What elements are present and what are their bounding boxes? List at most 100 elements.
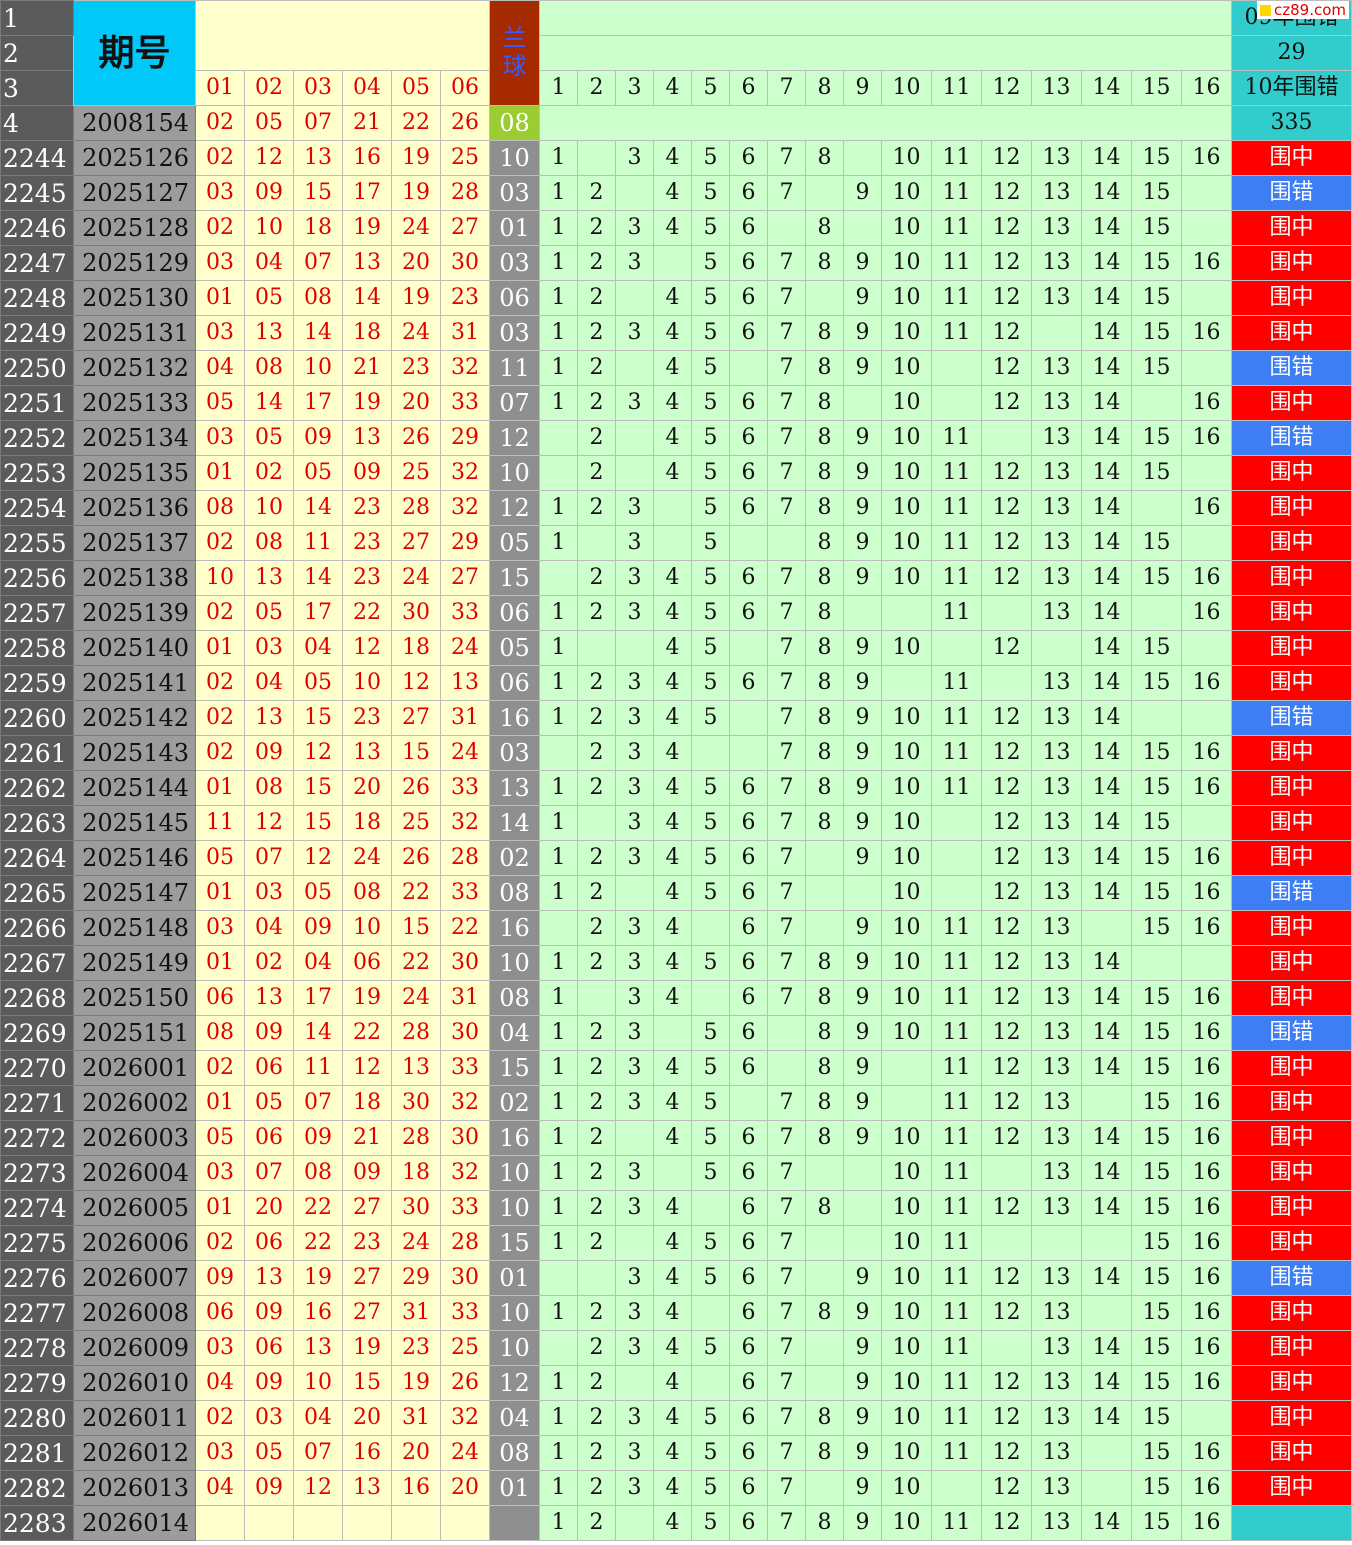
cover-cell[interactable]: 3 [615,595,654,631]
cover-cell[interactable]: 6 [729,560,768,596]
cover-cell[interactable]: 11 [931,1015,982,1051]
cover-cell[interactable]: 5 [691,945,730,981]
cover-cell[interactable]: 2 [577,1120,616,1156]
cover-cell[interactable]: 1 [539,1295,578,1331]
cover-cell[interactable]: 12 [981,245,1032,281]
cover-cell[interactable]: 13 [1031,1015,1082,1051]
blue-ball-cell[interactable]: 10 [489,1330,540,1366]
stat-09-value[interactable]: 29 [1231,35,1352,71]
cover-cell[interactable]: 12 [981,490,1032,526]
red-ball-cell[interactable]: 01 [195,770,245,806]
row-number[interactable]: 1 [0,0,74,36]
red-ball-cell[interactable]: 15 [293,770,343,806]
cover-cell[interactable]: 6 [729,595,768,631]
row-number[interactable]: 2259 [0,665,74,701]
red-ball-cell[interactable]: 05 [244,1085,294,1121]
cover-cell[interactable]: 10 [881,1015,932,1051]
cover-cell[interactable]: 3 [615,490,654,526]
cover-cell[interactable]: 11 [931,175,982,211]
cover-cell[interactable] [539,910,578,946]
red-ball-cell[interactable]: 14 [342,280,392,316]
cover-cell[interactable] [1181,805,1232,841]
cover-cell[interactable] [981,1225,1032,1261]
blue-ball-cell[interactable]: 03 [489,245,540,281]
cover-cell[interactable]: 1 [539,805,578,841]
cover-cell[interactable]: 15 [1131,1330,1182,1366]
cover-cell[interactable]: 12 [981,560,1032,596]
cover-cell[interactable]: 1 [539,245,578,281]
cover-cell[interactable]: 7 [767,420,806,456]
red-ball-cell[interactable]: 12 [342,630,392,666]
cover-cell[interactable]: 1 [539,1190,578,1226]
cover-cell[interactable]: 10 [881,1400,932,1436]
result-badge[interactable]: 围中 [1231,1120,1352,1156]
cover-cell[interactable]: 5 [691,140,730,176]
cover-cell[interactable]: 4 [653,945,692,981]
cover-cell[interactable]: 5 [691,1260,730,1296]
red-ball-cell[interactable]: 24 [391,210,441,246]
red-ball-cell[interactable]: 09 [244,175,294,211]
cover-cell[interactable]: 15 [1131,665,1182,701]
cover-column-header[interactable]: 8 [805,70,844,106]
cover-cell[interactable]: 5 [691,770,730,806]
red-ball-cell[interactable]: 22 [293,1225,343,1261]
cover-cell[interactable]: 14 [1081,840,1132,876]
cover-cell[interactable]: 2 [577,910,616,946]
cover-cell[interactable]: 8 [805,595,844,631]
red-ball-cell[interactable]: 02 [195,595,245,631]
cover-cell[interactable]: 6 [729,665,768,701]
cover-cell[interactable]: 9 [843,490,882,526]
cover-cell[interactable] [767,1015,806,1051]
red-ball-cell[interactable]: 09 [244,1015,294,1051]
cover-cell[interactable]: 13 [1031,910,1082,946]
cover-cell[interactable]: 2 [577,245,616,281]
cover-cell[interactable]: 7 [767,1435,806,1471]
cover-cell[interactable] [881,1050,932,1086]
cover-cell[interactable]: 12 [981,455,1032,491]
cover-cell[interactable]: 3 [615,980,654,1016]
cover-cell[interactable] [1131,945,1182,981]
cover-cell[interactable]: 10 [881,210,932,246]
cover-cell[interactable]: 2 [577,945,616,981]
blue-ball-cell[interactable]: 01 [489,1470,540,1506]
cover-cell[interactable]: 14 [1081,665,1132,701]
red-ball-cell[interactable]: 24 [391,980,441,1016]
cover-cell[interactable]: 8 [805,805,844,841]
cover-cell[interactable]: 4 [653,1050,692,1086]
red-ball-cell[interactable]: 33 [440,595,490,631]
row-number[interactable]: 2247 [0,245,74,281]
red-ball-cell[interactable]: 19 [342,980,392,1016]
cover-cell[interactable]: 13 [1031,455,1082,491]
red-ball-cell[interactable]: 26 [440,105,490,141]
cover-cell[interactable]: 8 [805,735,844,771]
row-number[interactable]: 2257 [0,595,74,631]
blue-ball-cell[interactable]: 02 [489,840,540,876]
issue-cell[interactable]: 2026001 [73,1050,196,1086]
red-ball-cell[interactable]: 23 [342,700,392,736]
red-ball-cell[interactable]: 30 [391,1190,441,1226]
cover-cell[interactable]: 15 [1131,140,1182,176]
cover-cell[interactable] [1131,700,1182,736]
cover-cell[interactable]: 8 [805,560,844,596]
red-ball-cell[interactable]: 09 [342,1155,392,1191]
red-ball-cell[interactable]: 03 [244,630,294,666]
red-position-header[interactable]: 04 [342,70,392,106]
red-ball-cell[interactable]: 08 [342,875,392,911]
cover-cell[interactable]: 5 [691,280,730,316]
cover-cell[interactable]: 9 [843,1015,882,1051]
cover-cell[interactable]: 8 [805,210,844,246]
cover-cell[interactable] [1081,1435,1132,1471]
cover-cell[interactable]: 16 [1181,315,1232,351]
cover-cell[interactable]: 3 [615,1400,654,1436]
cover-cell[interactable]: 15 [1131,1505,1182,1541]
red-ball-cell[interactable]: 06 [195,980,245,1016]
issue-cell[interactable]: 2025142 [73,700,196,736]
cover-cell[interactable]: 9 [843,1295,882,1331]
row-number[interactable]: 2260 [0,700,74,736]
cover-cell[interactable]: 13 [1031,560,1082,596]
red-ball-cell[interactable]: 03 [195,175,245,211]
red-ball-cell[interactable]: 07 [244,1155,294,1191]
cover-cell[interactable]: 1 [539,280,578,316]
cover-cell[interactable]: 5 [691,1400,730,1436]
cover-cell[interactable]: 6 [729,490,768,526]
